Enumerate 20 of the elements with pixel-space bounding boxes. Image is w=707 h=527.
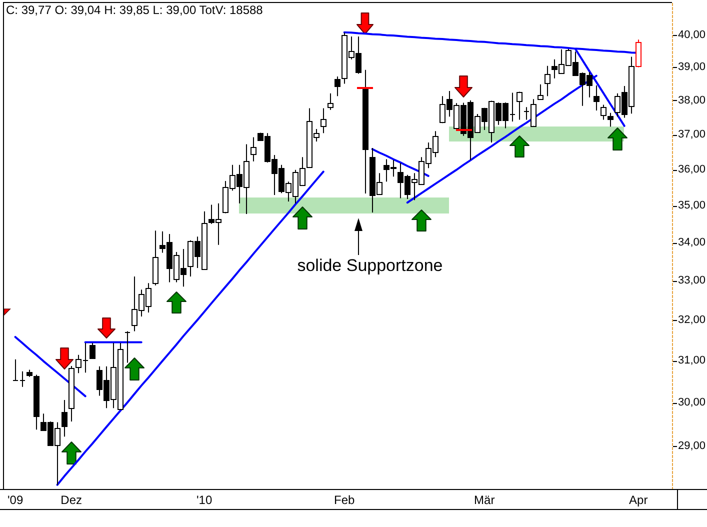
y-tick-label: 36,00	[678, 164, 706, 176]
x-tick-label: Mär	[474, 493, 495, 507]
y-tick-label: 33,00	[678, 274, 706, 287]
y-tick-label: 37,00	[678, 128, 706, 141]
x-tick-label: '09	[8, 493, 24, 507]
y-tick-label: 35,00	[678, 200, 706, 212]
y-tick-label: 40,00	[678, 28, 706, 41]
y-tick-label: 29,00	[678, 440, 706, 452]
x-tick-label: Apr	[629, 493, 648, 507]
y-tick-label: 34,00	[678, 236, 706, 249]
y-tick-label: 39,00	[678, 61, 706, 74]
y-tick-label: 30,00	[678, 396, 706, 409]
y-tick-label: 31,00	[678, 354, 706, 367]
x-tick-label: '10	[196, 493, 212, 507]
annotation: solide Supportzone	[297, 256, 443, 275]
chart-title: C: 39,77 O: 39,04 H: 39,85 L: 39,00 TotV: 18588	[6, 3, 264, 17]
x-tick-label: Dez	[60, 493, 82, 507]
y-tick-label: 32,00	[678, 314, 706, 326]
x-tick-label: Feb	[334, 493, 356, 507]
y-tick-label: 38,00	[678, 94, 706, 106]
